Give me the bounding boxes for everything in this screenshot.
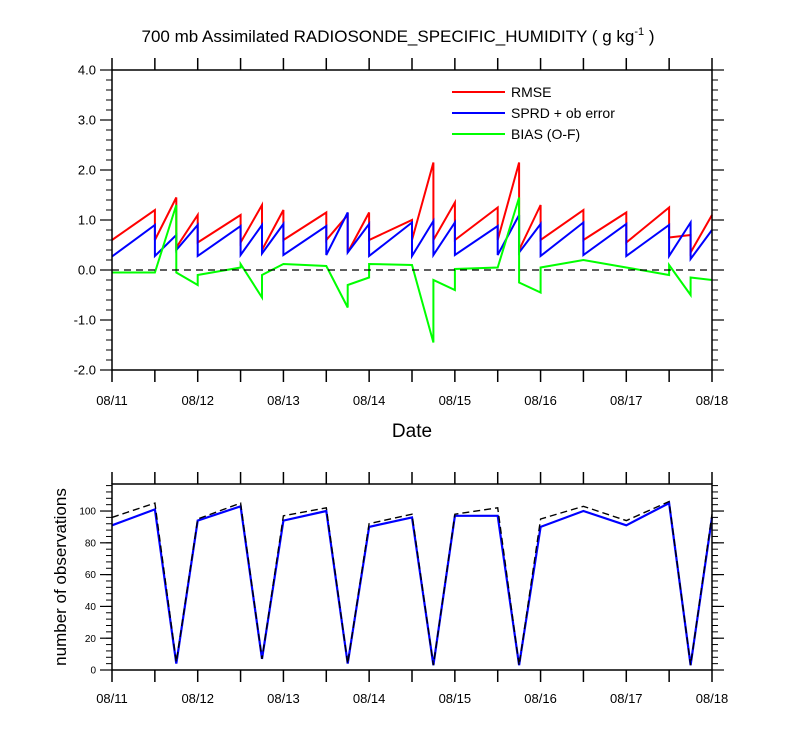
error-stats-panel: -2.0-1.00.01.02.03.04.0 08/11 08/12 08/13 0…: [74, 58, 728, 442]
legend-label: SPRD + ob error: [511, 105, 615, 121]
observation-count-ticks: [100, 472, 724, 682]
observation-count-x-tick-label: 08/12: [181, 691, 214, 706]
error-stats-series-group: [111, 162, 713, 343]
error-stats-y-tick-label: 3.0: [78, 113, 96, 128]
error-stats-y-tick-label: -1.0: [74, 313, 96, 328]
observation-count-x-tick-label: 08/15: [439, 691, 472, 706]
x-axis-label: Date: [392, 421, 432, 442]
error-stats-y-tick-label: 2.0: [78, 163, 96, 178]
observation-count-y-tick-labels: 0 20 40 60 80 100: [79, 507, 96, 677]
chart-title-superscript: -1: [634, 26, 644, 38]
observation-count-plot-frame: [111, 483, 713, 671]
error-stats-y-tick-label: 0.0: [78, 263, 96, 278]
observation-count-x-tick-label: 08/11: [96, 691, 128, 706]
error-stats-x-tick-label: 08/18: [696, 393, 729, 408]
legend-item-rmse: RMSE: [452, 84, 551, 100]
observation-count-x-tick-label: 08/18: [696, 691, 729, 706]
chart-title-end: ): [644, 27, 654, 46]
error-stats-x-tick-label: 08/15: [439, 393, 472, 408]
error-stats-x-tick-label: 08/17: [610, 393, 643, 408]
error-stats-x-tick-label: 08/12: [181, 393, 214, 408]
error-stats-y-tick-label: 4.0: [78, 63, 96, 78]
error-stats-x-tick-label: 08/16: [524, 393, 557, 408]
chart-title: 700 mb Assimilated RADIOSONDE_SPECIFIC_H…: [142, 26, 655, 46]
spread-plus-ob-error-line: [111, 212, 713, 263]
error-stats-y-tick-label: 1.0: [78, 213, 96, 228]
error-stats-x-tick-label: 08/13: [267, 393, 300, 408]
assimilated-observations-line: [111, 501, 714, 666]
legend-label: RMSE: [511, 84, 551, 100]
observation-count-y-tick-label: 20: [85, 634, 97, 645]
legend: RMSE SPRD + ob error BIAS (O-F): [452, 84, 615, 142]
error-stats-ticks: [100, 58, 724, 382]
legend-item-spread: SPRD + ob error: [452, 105, 615, 121]
error-stats-x-tick-label: 08/11: [96, 393, 128, 408]
observation-count-y-tick-label: 60: [85, 570, 97, 581]
observation-count-x-tick-labels: 08/11 08/12 08/13 08/14 08/15 08/16 08/17 08/18: [96, 691, 728, 706]
legend-item-bias: BIAS (O-F): [452, 126, 580, 142]
legend-label: BIAS (O-F): [511, 126, 580, 142]
observation-count-y-tick-label: 80: [85, 538, 97, 549]
y-axis-label: number of observations: [51, 488, 70, 666]
error-stats-y-tick-labels: -2.0 -1.0 0.0 1.0 2.0 3.0 4.0: [74, 63, 96, 378]
observation-count-x-tick-label: 08/14: [353, 691, 386, 706]
observation-count-series-group: [111, 500, 714, 666]
total-observations-line: [111, 500, 713, 666]
observation-count-x-tick-label: 08/16: [524, 691, 557, 706]
observation-count-x-tick-label: 08/17: [610, 691, 643, 706]
error-stats-y-tick-label: -2.0: [74, 363, 96, 378]
error-stats-x-tick-labels: 08/11 08/12 08/13 08/14 08/15 08/16 08/17 08/18: [96, 393, 728, 408]
error-stats-x-tick-label: 08/14: [353, 393, 386, 408]
chart-title-main: 700 mb Assimilated RADIOSONDE_SPECIFIC_H…: [142, 27, 635, 46]
observation-count-x-tick-label: 08/13: [267, 691, 300, 706]
observation-count-y-tick-label: 0: [90, 666, 96, 677]
observation-count-y-tick-label: 100: [79, 507, 96, 518]
observation-count-y-tick-label: 40: [85, 602, 97, 613]
bias-line: [112, 197, 713, 343]
